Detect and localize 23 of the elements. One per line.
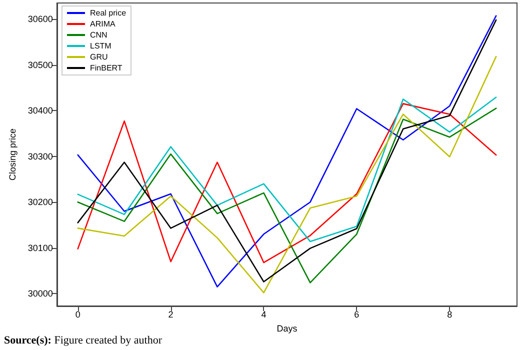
source-note: Source(s): Figure created by author <box>4 334 162 346</box>
y-axis-title: Closing price <box>8 128 18 181</box>
legend-label: LSTM <box>90 42 112 50</box>
legend-label: Real price <box>90 8 127 18</box>
legend-label: FinBERT <box>90 64 122 72</box>
x-axis-title: Days <box>276 323 298 334</box>
y-tick-label: 30200 <box>28 197 53 208</box>
x-tick-label: 4 <box>261 310 266 320</box>
y-tick-label: 30500 <box>28 60 53 70</box>
y-tick-label: 30000 <box>28 288 53 299</box>
y-tick-label: 30300 <box>28 151 53 162</box>
y-tick-label: 30400 <box>28 106 53 116</box>
x-tick-label: 6 <box>354 310 360 320</box>
x-tick-label: 8 <box>447 310 452 320</box>
x-tick-label: 2 <box>168 310 174 320</box>
legend-label: CNN <box>90 30 108 40</box>
legend-label: ARIMA <box>90 20 116 28</box>
legend-label: GRU <box>90 52 108 62</box>
y-tick-label: 30600 <box>28 14 53 24</box>
line-series <box>77 56 497 294</box>
y-tick-label: 30100 <box>28 242 53 253</box>
x-tick-label: 0 <box>75 310 80 320</box>
line-series <box>77 96 497 242</box>
